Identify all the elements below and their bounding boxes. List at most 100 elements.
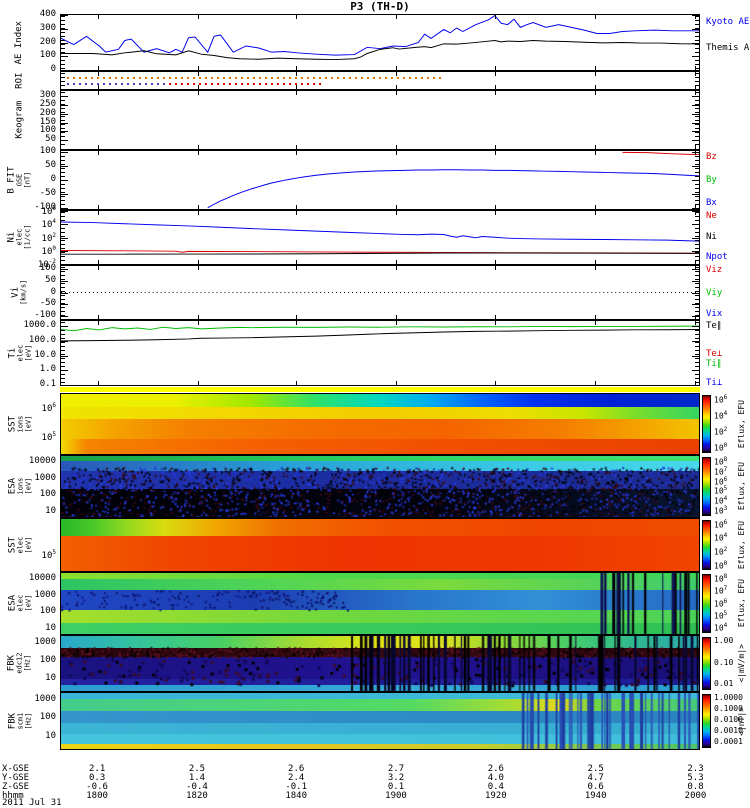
fbk-edc12-colorbar xyxy=(702,637,711,690)
colorbar-unit-label: Eflux, EFU xyxy=(737,518,746,572)
x-tick xyxy=(595,85,596,89)
y-tick-label: 100 xyxy=(0,607,56,616)
colorbar-tick-label: 1.00 xyxy=(714,637,733,645)
colorbar-tick-label: 105 xyxy=(714,486,727,496)
y-tick-label: 1000 xyxy=(0,591,56,600)
y-tick-label: 1000 xyxy=(0,695,56,704)
x-tick xyxy=(98,211,99,215)
colorbar-unit-label: Eflux, EFU xyxy=(737,572,746,635)
x-tick xyxy=(495,91,496,95)
x-tick xyxy=(98,151,99,155)
x-tick xyxy=(396,145,397,149)
x-tick xyxy=(495,211,496,215)
roi-axis-label: ROI xyxy=(0,71,40,90)
y-tick xyxy=(61,140,68,141)
x-tick xyxy=(198,15,199,19)
spectro-band xyxy=(61,394,699,407)
plot-title: P3 (TH-D) xyxy=(60,0,700,14)
y-tick-label: 105 xyxy=(0,432,56,443)
x-tick xyxy=(198,211,199,215)
y-tick xyxy=(61,238,68,239)
panel-vi: Vi [km/s] -100 -50 0 50 100 Viz Viy Vix xyxy=(0,265,750,320)
keogram-series-svg xyxy=(61,91,699,149)
y-tick-label: -100 xyxy=(0,311,56,320)
x-tick xyxy=(198,151,199,155)
vi-series-svg xyxy=(61,266,699,319)
panel-roi: ROI xyxy=(0,71,750,90)
x-tick xyxy=(695,72,696,76)
colorbar-tick-label: 0.01 xyxy=(714,680,733,688)
y-tick xyxy=(692,269,699,270)
ti-series-svg xyxy=(61,321,699,385)
colorbar-tick-label: 103 xyxy=(714,506,727,516)
ti-plot-area xyxy=(60,320,700,386)
y-tick-label: 100 xyxy=(0,490,56,499)
y-tick xyxy=(692,326,699,327)
x-tick xyxy=(98,66,99,70)
legend-Te: Te∥ xyxy=(706,322,721,331)
x-tick xyxy=(595,151,596,155)
y-tick xyxy=(692,356,699,357)
x-tick xyxy=(296,145,297,149)
y-tick xyxy=(61,304,68,305)
y-tick xyxy=(61,105,68,106)
panel-keogram: Keogram 50 100 150 200 250 300 xyxy=(0,90,750,150)
x-tick xyxy=(396,315,397,319)
x-tick xyxy=(98,15,99,19)
y-tick-label: 105 xyxy=(0,550,56,561)
x-tick xyxy=(98,315,99,319)
keogram-plot-area xyxy=(60,90,700,150)
y-tick xyxy=(61,152,68,153)
y-tick-label: 200 xyxy=(0,109,56,118)
sst-ions-colorbar xyxy=(702,395,711,453)
spectro-band xyxy=(61,519,699,536)
y-tick-label: 400 xyxy=(0,10,56,19)
x-tick xyxy=(396,66,397,70)
x-tick xyxy=(495,66,496,70)
y-tick xyxy=(61,316,68,317)
y-tick xyxy=(692,370,699,371)
y-tick xyxy=(692,123,699,124)
colorbar-tick-label: 104 xyxy=(714,411,727,421)
x-tick xyxy=(98,85,99,89)
y-tick xyxy=(61,326,68,327)
x-tick xyxy=(595,321,596,325)
colorbar-tick-label: 100 xyxy=(714,443,727,453)
x-tick xyxy=(296,85,297,89)
spectro-band xyxy=(61,439,699,454)
y-tick-label: 10 xyxy=(0,732,56,741)
y-tick xyxy=(61,208,68,209)
series-Ni xyxy=(61,253,699,254)
y-tick-label: -50 xyxy=(0,299,56,308)
series-Themis AE xyxy=(61,40,699,59)
y-tick-label: 10.0 xyxy=(0,351,56,360)
roi-dotted-row xyxy=(169,83,322,85)
y-tick-label: 150 xyxy=(0,118,56,127)
y-tick xyxy=(61,341,68,342)
y-tick xyxy=(692,341,699,342)
x-tick xyxy=(98,381,99,385)
x-tick xyxy=(396,321,397,325)
x-tick xyxy=(296,266,297,270)
x-tick xyxy=(296,72,297,76)
x-tick xyxy=(296,91,297,95)
y-tick xyxy=(692,281,699,282)
panel-fbk-scm1: FBK scm1 [Hz] 10 100 1000 0.0001 0.0010 0.0100 0.… xyxy=(0,692,750,750)
legend-Vix: Vix xyxy=(706,310,722,319)
legend-Npot: Npot xyxy=(706,253,728,262)
y-tick xyxy=(692,15,699,16)
colorbar-tick-label: 106 xyxy=(714,477,727,487)
y-tick xyxy=(61,29,68,30)
x-tick xyxy=(198,91,199,95)
minor-ticks-right xyxy=(695,73,699,88)
x-tick xyxy=(296,211,297,215)
spectro-band xyxy=(61,407,699,419)
panel-ni: Ni elec [1/cc] 10-2 100 102 104 106 Ne Ni Npot xyxy=(0,210,750,265)
y-tick xyxy=(692,114,699,115)
y-tick xyxy=(61,123,68,124)
x-tick xyxy=(296,381,297,385)
esa-elec-plot-area xyxy=(60,572,700,635)
y-tick-label: 1000.0 xyxy=(0,321,56,330)
legend-Ni: Ni xyxy=(706,233,717,242)
x-tick xyxy=(396,381,397,385)
